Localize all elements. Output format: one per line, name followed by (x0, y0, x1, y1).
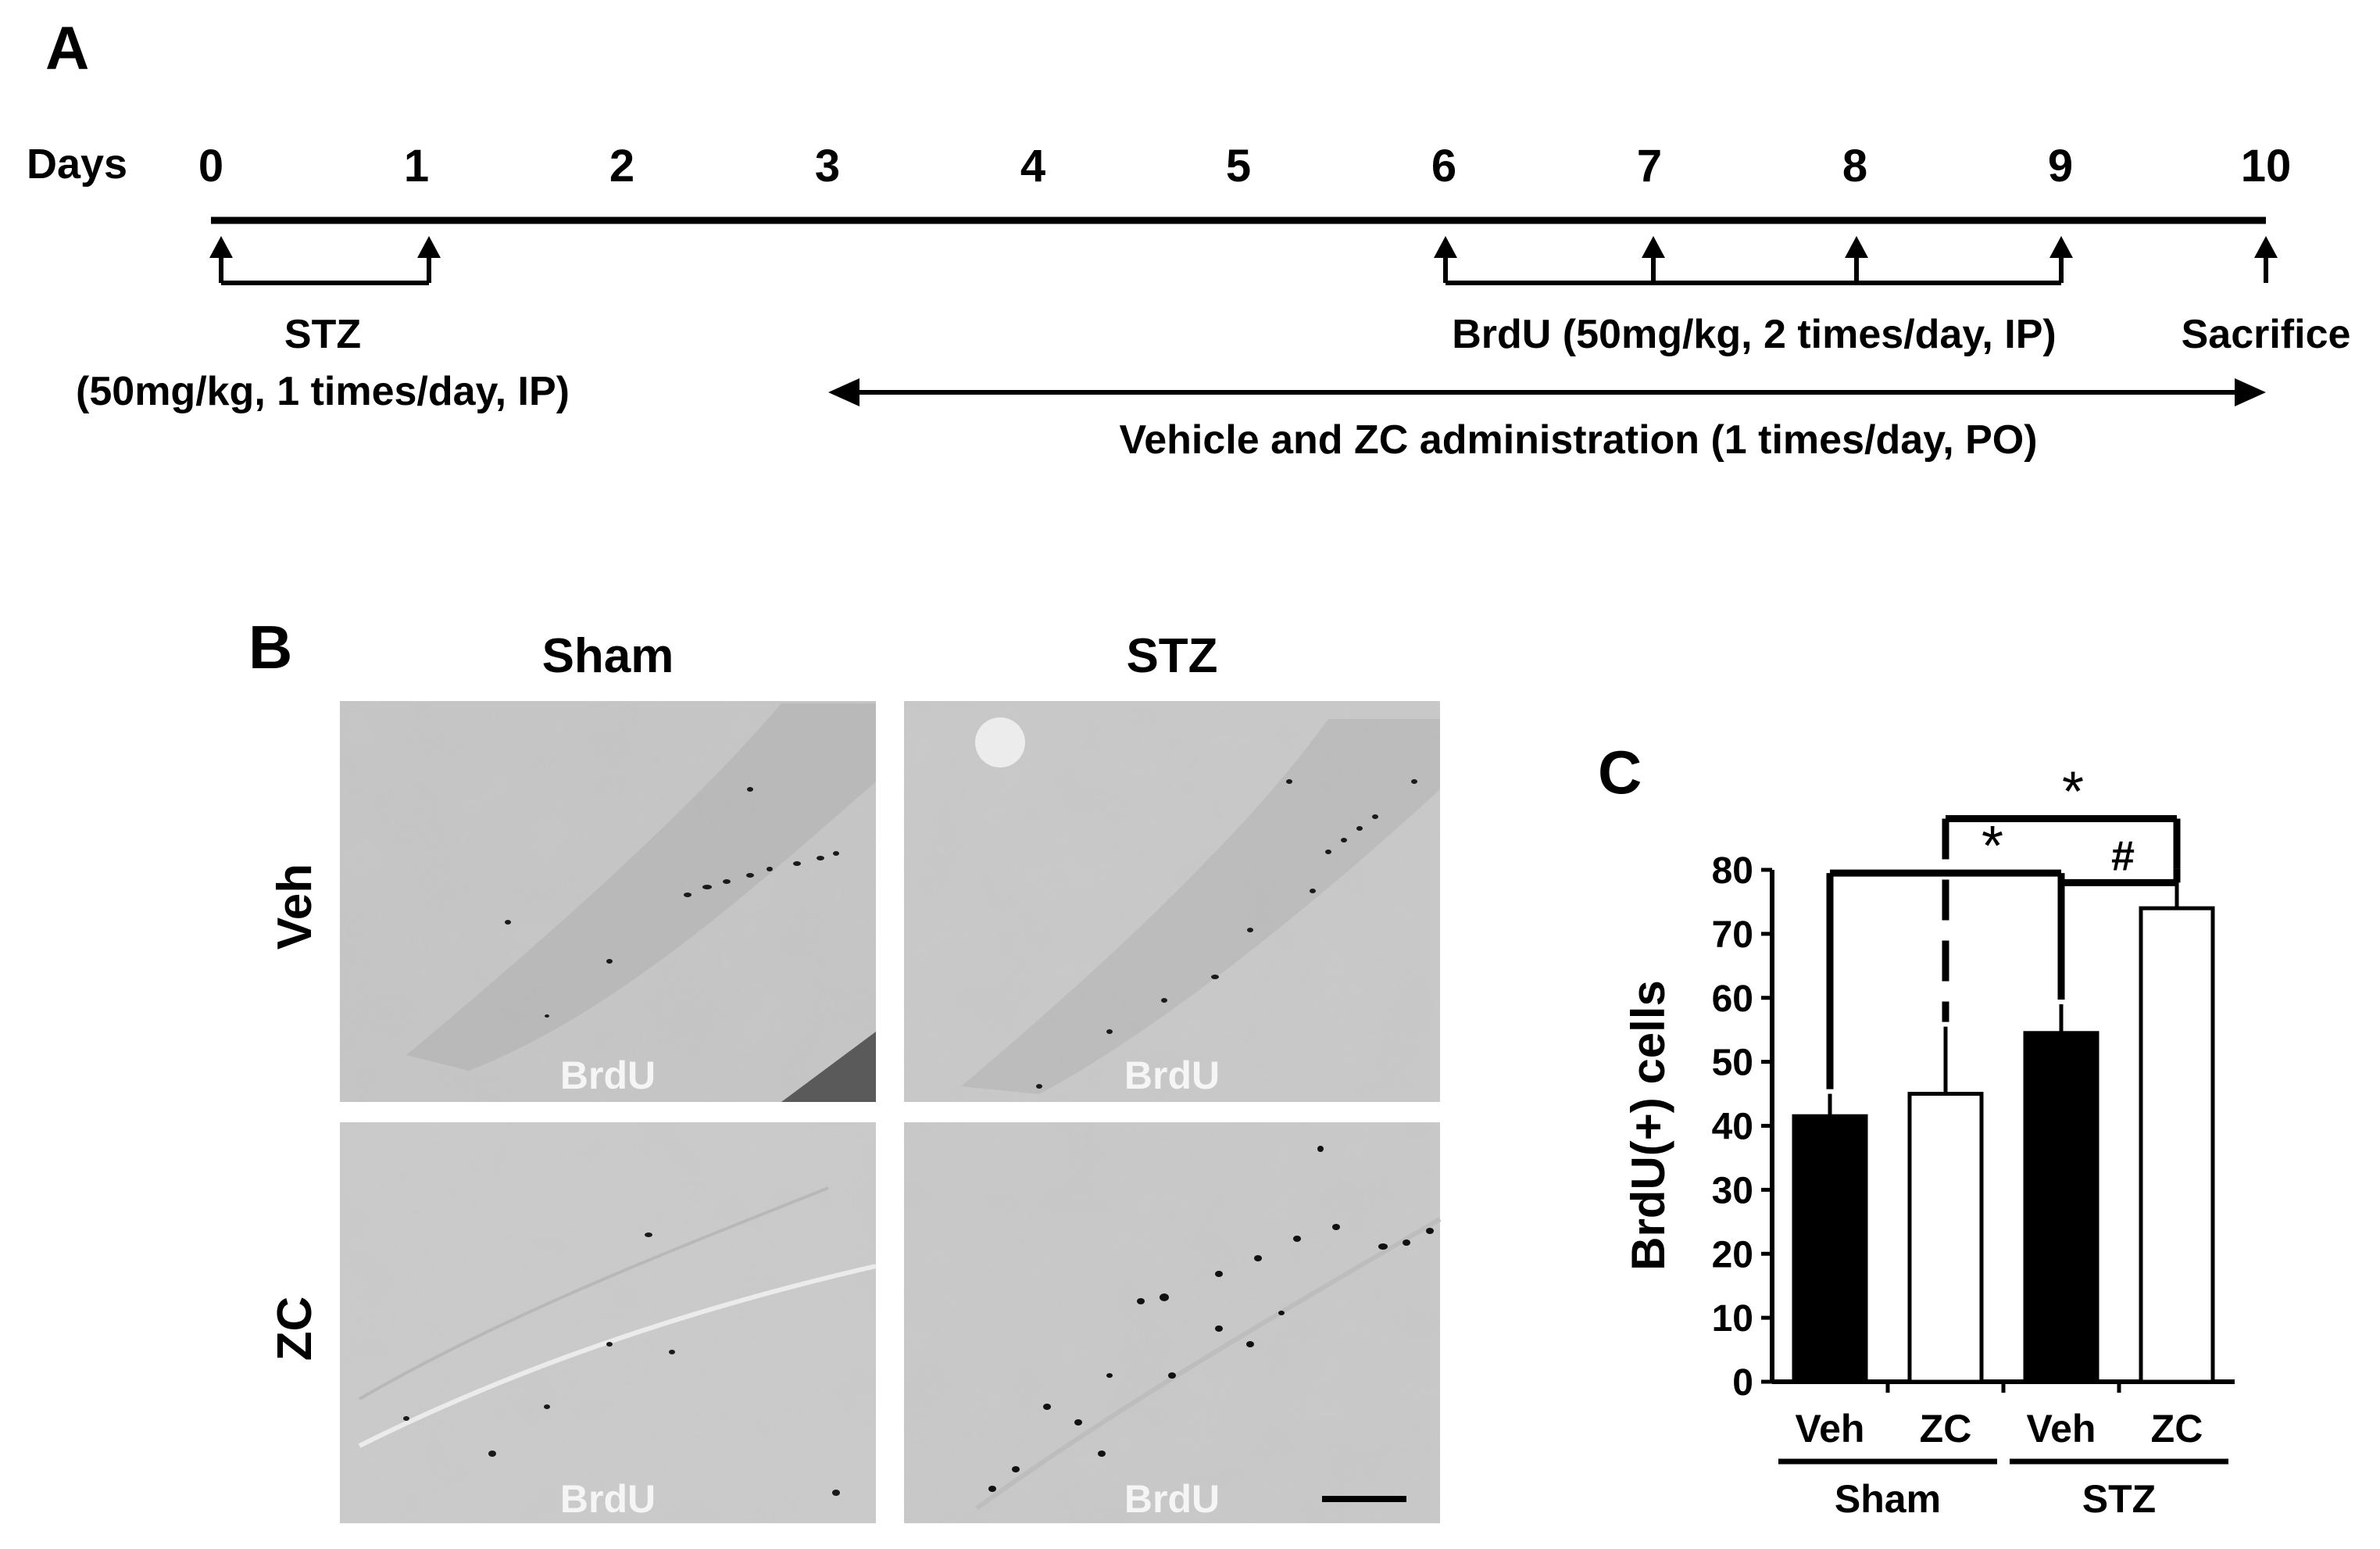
panel-c-label: C (1598, 738, 1642, 807)
panel-b-label: B (248, 613, 292, 681)
day-label-7: 7 (1637, 141, 1662, 191)
day-label-9: 9 (2048, 141, 2073, 191)
row-label-veh: Veh (268, 864, 322, 950)
y-tick-label: 10 (1712, 1298, 1753, 1340)
panel-a-label: A (45, 13, 89, 82)
brdu-stain-label-4: BrdU (1124, 1477, 1220, 1521)
y-tick-label: 60 (1712, 978, 1753, 1020)
micrograph-sham-zc: BrdU (340, 1122, 877, 1523)
brdu-stain-label-3: BrdU (560, 1477, 656, 1521)
y-tick-label: 70 (1712, 914, 1753, 956)
micrograph-stz-veh: BrdU (904, 701, 1440, 1102)
brdu-stain-label-2: BrdU (1124, 1054, 1220, 1097)
day-tick-labels: 0 1 2 3 4 5 6 7 8 9 10 (198, 141, 2291, 191)
bar-1 (1907, 1092, 1984, 1384)
bar-0 (1792, 1114, 1868, 1384)
days-label: Days (27, 141, 127, 188)
y-tick-label: 80 (1712, 850, 1753, 892)
bar-2 (2023, 1031, 2099, 1384)
x-category-label: Veh (2027, 1407, 2096, 1451)
col-label-stz: STZ (1126, 629, 1217, 683)
stz-label: STZ (284, 312, 361, 357)
col-label-sham: Sham (542, 629, 674, 683)
significance-mark: * (1982, 815, 2003, 878)
stz-dose-label: (50mg/kg, 1 times/day, IP) (76, 369, 570, 414)
row-label-zc: ZC (268, 1297, 322, 1361)
brdu-label: BrdU (50mg/kg, 2 times/day, IP) (1452, 312, 2056, 357)
bar-3 (2139, 906, 2215, 1384)
day-label-0: 0 (198, 141, 223, 191)
panel-c: C BrdU(+) cells 0 10 20 30 40 50 60 70 80 Veh ZC Ve… (1598, 738, 2235, 1521)
x-category-label: ZC (1920, 1407, 1972, 1451)
day-label-4: 4 (1020, 141, 1045, 191)
x-category-label: ZC (2151, 1407, 2203, 1451)
y-tick-label: 0 (1732, 1362, 1753, 1404)
bar-chart: 0 10 20 30 40 50 60 70 80 Veh ZC Veh ZC Sham STZ * * # (1712, 761, 2235, 1521)
sacrifice-arrow (2254, 236, 2278, 283)
day-label-10: 10 (2241, 141, 2292, 191)
y-tick-label: 30 (1712, 1170, 1753, 1211)
day-label-5: 5 (1226, 141, 1251, 191)
brdu-bracket (1434, 236, 2073, 285)
group-label-stz: STZ (2082, 1477, 2156, 1521)
day-label-1: 1 (404, 141, 429, 191)
sacrifice-label: Sacrifice (2182, 312, 2351, 357)
panel-a: A Days 0 1 2 3 4 5 6 7 8 9 10 STZ (50mg/kg, 1 time… (27, 13, 2350, 463)
vehicle-arrow (828, 378, 2266, 406)
micrograph-sham-veh: BrdU (340, 701, 876, 1102)
stz-bracket (209, 236, 441, 285)
group-label-sham: Sham (1835, 1477, 1941, 1521)
day-label-6: 6 (1431, 141, 1456, 191)
day-label-3: 3 (815, 141, 840, 191)
y-tick-label: 20 (1712, 1234, 1753, 1275)
significance-mark: * (2062, 761, 2084, 824)
day-label-8: 8 (1842, 141, 1867, 191)
x-category-label: Veh (1796, 1407, 1865, 1451)
y-axis-label: BrdU(+) cells (1622, 980, 1674, 1271)
micrograph-stz-zc: BrdU (904, 1122, 1442, 1523)
y-tick-label: 40 (1712, 1107, 1753, 1148)
panel-b: B Sham STZ Veh ZC BrdU (248, 613, 1442, 1523)
day-label-2: 2 (609, 141, 634, 191)
y-tick-label: 50 (1712, 1043, 1753, 1084)
significance-mark: # (2111, 832, 2135, 879)
vehicle-label: Vehicle and ZC administration (1 times/d… (1119, 417, 2037, 463)
brdu-stain-label-1: BrdU (560, 1054, 656, 1097)
